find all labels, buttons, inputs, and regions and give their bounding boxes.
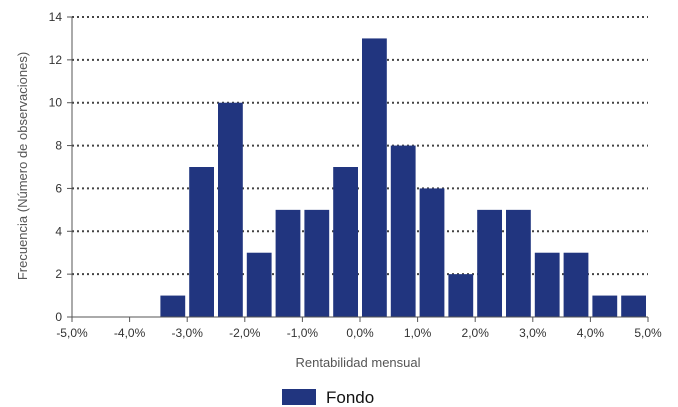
bar	[534, 252, 560, 317]
bar	[390, 145, 416, 317]
bar	[189, 167, 214, 317]
x-tick-label: 0,0%	[346, 326, 374, 340]
bar	[477, 209, 502, 317]
x-axis-ticks: -5,0% -4,0% -3,0% -2,0% -1,0% 0,0% 1,0% 2,0% 3,0…	[56, 317, 662, 340]
x-axis-title: Rentabilidad mensual	[295, 355, 420, 370]
y-axis-ticks: 0 2 4 6 8 10 12 14	[49, 10, 72, 324]
bars	[160, 38, 646, 318]
legend-label: Fondo	[326, 388, 374, 407]
bar	[304, 209, 330, 317]
x-tick-label: 2,0%	[462, 326, 490, 340]
y-axis-title: Frecuencia (Número de observaciones)	[15, 52, 30, 280]
legend-swatch	[282, 389, 316, 405]
bar	[160, 295, 186, 317]
x-tick-label: 4,0%	[577, 326, 605, 340]
bar	[621, 295, 646, 317]
bar	[275, 209, 301, 317]
y-tick-label: 8	[55, 139, 62, 153]
y-tick-label: 4	[55, 224, 62, 238]
bar	[362, 38, 387, 318]
y-tick-label: 10	[49, 96, 63, 110]
x-tick-label: -5,0%	[56, 326, 88, 340]
x-tick-label: -4,0%	[114, 326, 146, 340]
y-tick-label: 12	[49, 53, 63, 67]
bar	[448, 274, 474, 317]
x-tick-label: -2,0%	[229, 326, 261, 340]
bar	[246, 252, 272, 317]
x-tick-label: 5,0%	[634, 326, 662, 340]
grid-lines	[72, 16, 648, 276]
bar	[506, 209, 531, 317]
legend: Fondo	[282, 388, 374, 407]
x-tick-label: -1,0%	[287, 326, 319, 340]
bar	[419, 188, 445, 317]
y-tick-label: 2	[55, 267, 62, 281]
x-tick-label: 1,0%	[404, 326, 432, 340]
bar	[592, 295, 618, 317]
y-tick-label: 14	[49, 10, 63, 24]
bar	[218, 102, 243, 317]
x-tick-label: 3,0%	[519, 326, 547, 340]
bar	[333, 167, 358, 317]
y-tick-label: 6	[55, 181, 62, 195]
y-tick-label: 0	[55, 310, 62, 324]
bar	[563, 252, 589, 317]
x-tick-label: -3,0%	[172, 326, 204, 340]
axes	[71, 17, 648, 318]
